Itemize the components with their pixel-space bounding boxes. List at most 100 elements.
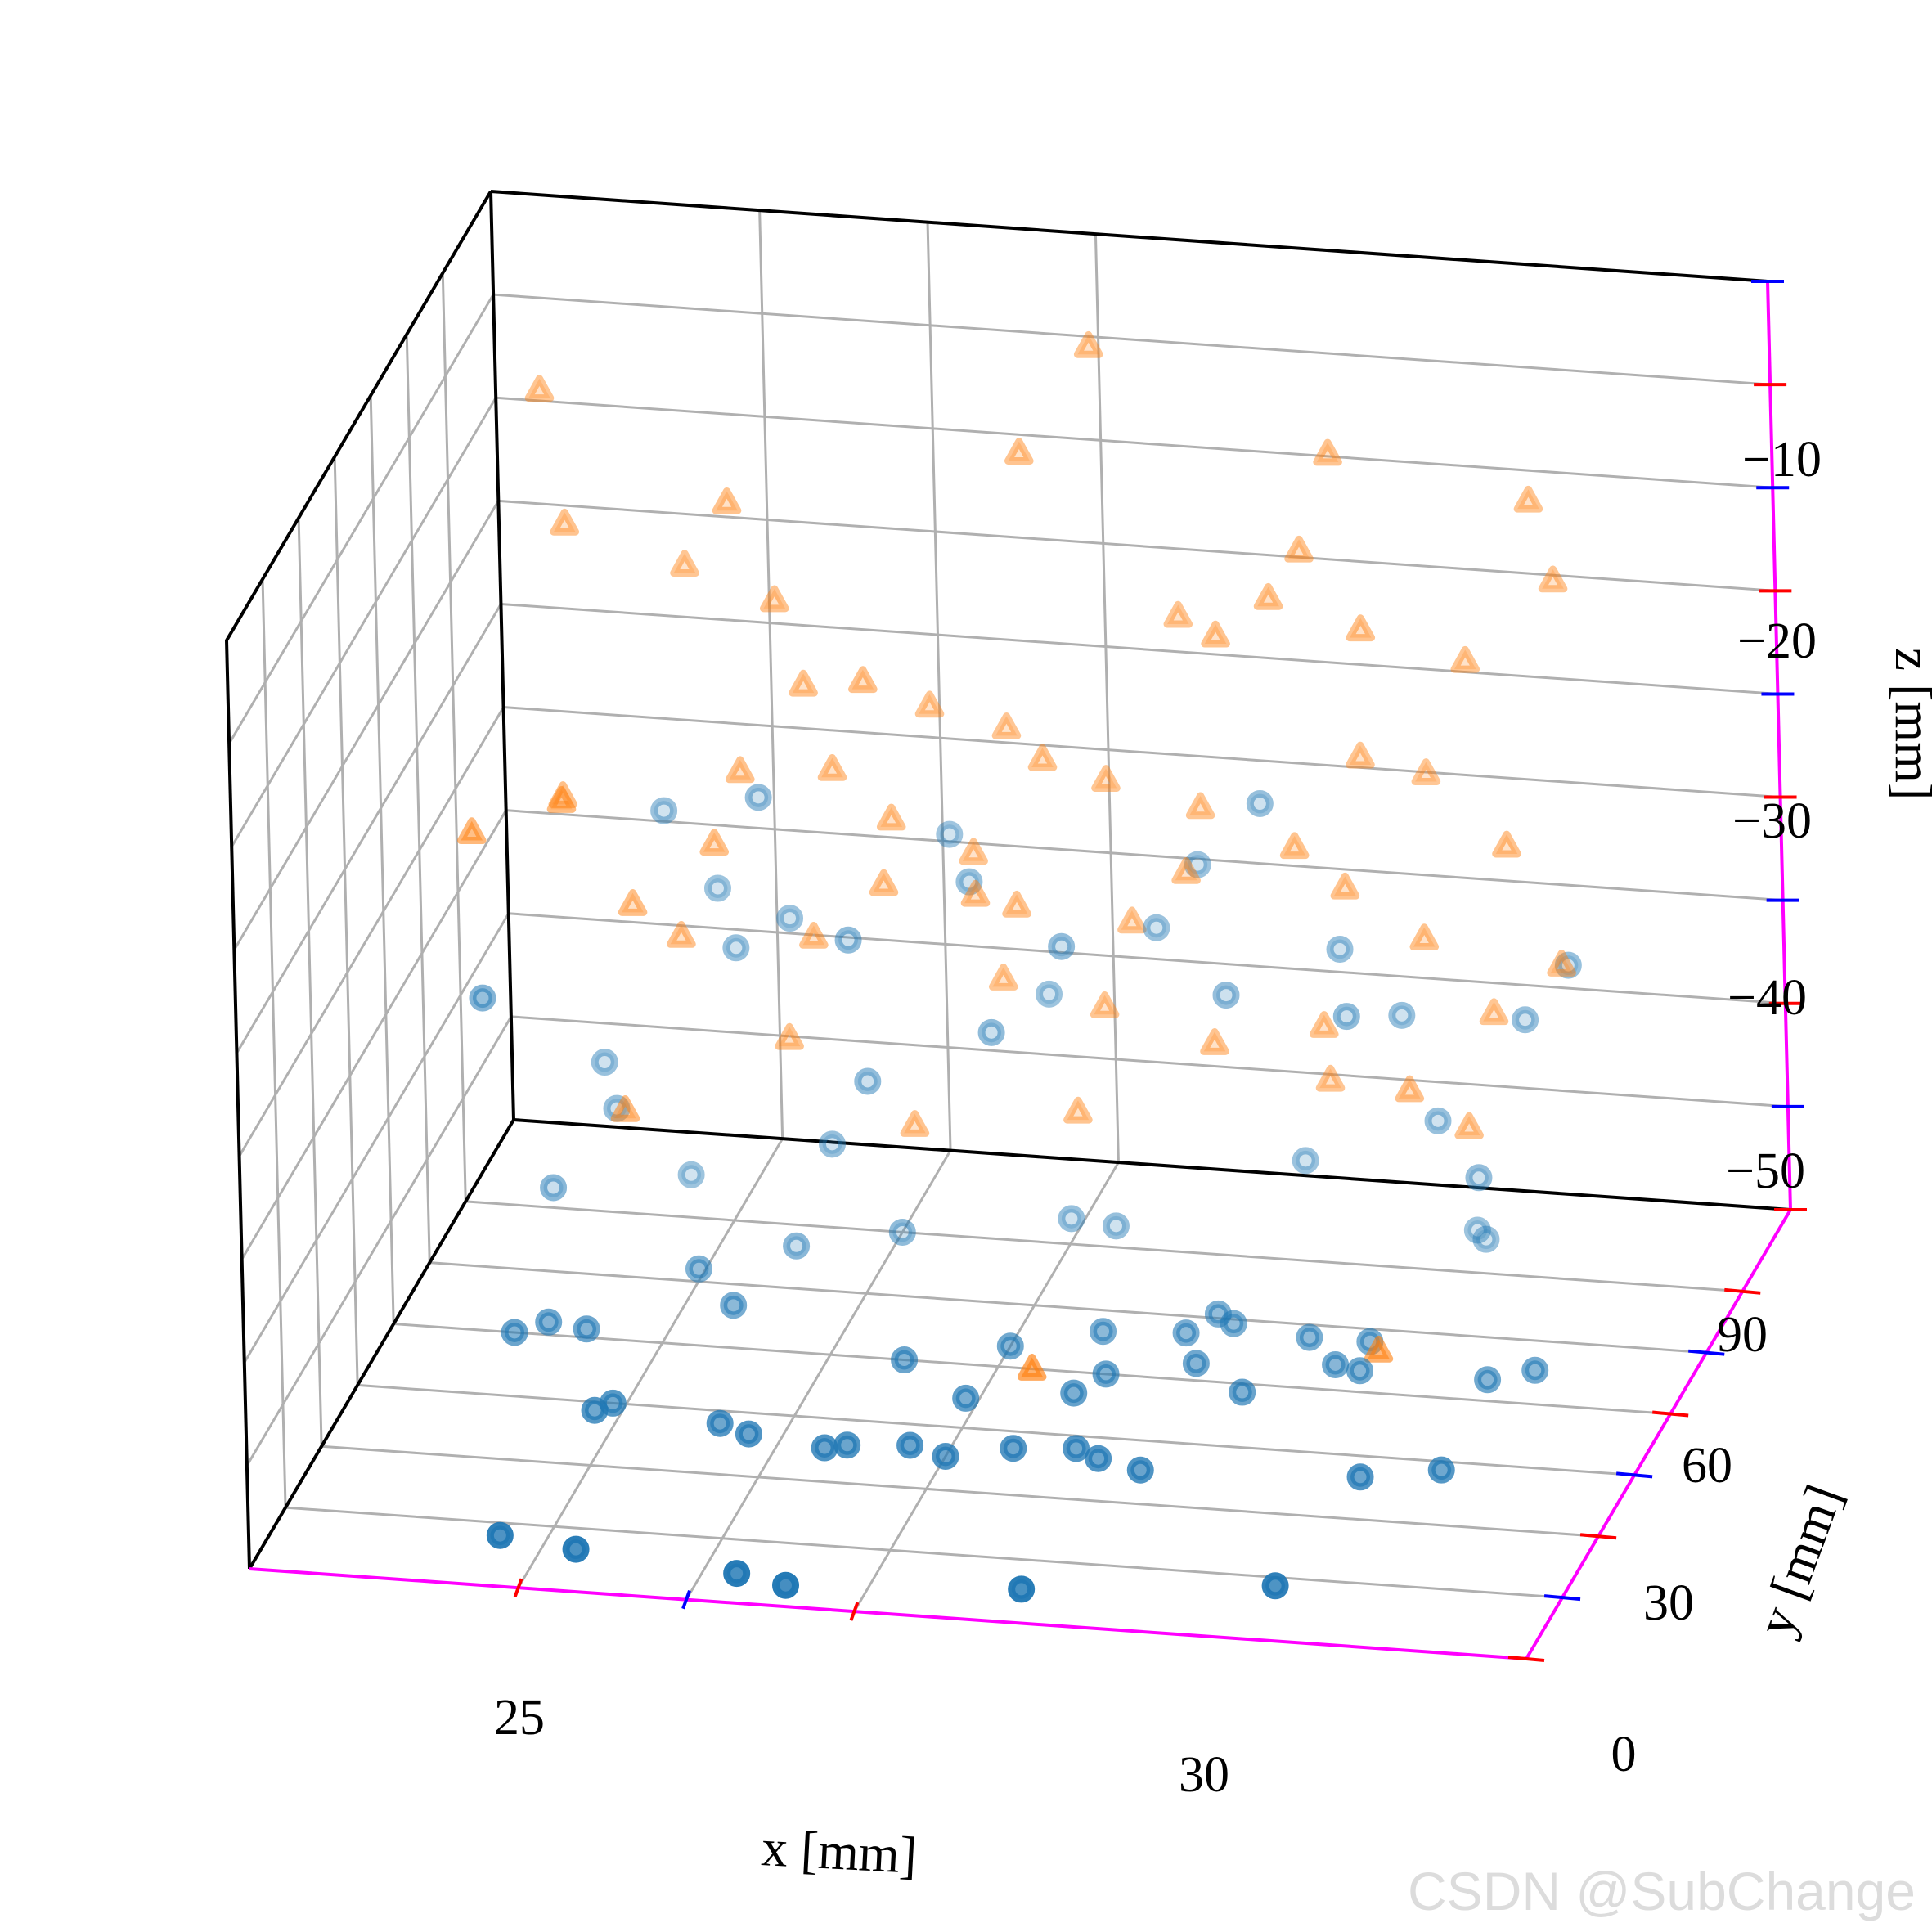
back-wall-grid-line-z <box>503 706 1781 799</box>
orange-triangle-point <box>1163 600 1193 628</box>
y-major-tick <box>1579 1533 1617 1540</box>
blue-circle-point <box>936 820 964 848</box>
orange-triangle-point <box>959 838 988 865</box>
orange-triangle-point <box>670 550 699 577</box>
blue-circle-point <box>540 1174 568 1202</box>
orange-triangle-point <box>550 508 580 536</box>
blue-circle-point <box>535 1308 563 1336</box>
orange-triangle-point <box>988 964 1018 991</box>
x-axis-line <box>249 1567 1527 1660</box>
orange-triangle-point <box>699 829 730 856</box>
orange-triangle-point <box>1073 330 1103 358</box>
orange-triangle-point <box>960 879 991 907</box>
orange-triangle-point <box>712 487 742 514</box>
floor-grid-line-y <box>429 1261 1707 1355</box>
x-axis-title: x [mm] <box>760 1818 919 1885</box>
blue-circle-point <box>1036 980 1063 1008</box>
orange-triangle-point <box>1450 645 1480 673</box>
left-wall-grid-line-z <box>233 500 500 951</box>
left-wall-grid-line-z <box>227 294 495 744</box>
blue-circle-point <box>722 934 750 962</box>
x-major-tick <box>513 1578 523 1597</box>
orange-triangle-point <box>1346 741 1375 769</box>
blue-circle-point <box>1424 1107 1452 1134</box>
blue-circle-point <box>1292 1147 1319 1175</box>
orange-triangle-point <box>524 375 555 402</box>
y-major-tick <box>1724 1287 1761 1295</box>
back-wall-grid-line-x <box>926 222 952 1151</box>
orange-triangle-point <box>1004 438 1034 465</box>
blue-circle-point <box>772 1571 800 1599</box>
orange-triangle-point <box>1091 765 1121 792</box>
blue-circle-point <box>1332 1003 1360 1031</box>
left-wall-grid-line-y <box>369 395 395 1324</box>
blue-circle-point <box>977 1018 1005 1046</box>
orange-triangle-point <box>1253 582 1283 610</box>
blue-circle-point <box>811 1434 838 1462</box>
y-major-tick <box>1652 1410 1689 1418</box>
orange-triangle-point <box>1330 872 1360 900</box>
y-major-tick <box>1507 1656 1545 1662</box>
orange-triangle-point <box>1492 830 1521 858</box>
blue-circle-point <box>1090 1318 1117 1346</box>
blue-circle-point <box>854 1067 882 1095</box>
orange-triangle-point <box>1346 614 1376 642</box>
blue-circle-point <box>1521 1356 1549 1384</box>
blue-circle-point <box>1085 1445 1112 1472</box>
orange-triangle-point <box>1171 856 1201 884</box>
orange-triangle-point <box>848 666 878 694</box>
blue-circle-point <box>1184 851 1211 878</box>
blue-circle-point <box>685 1255 712 1283</box>
orange-triangle-point <box>1017 1354 1047 1381</box>
z-axis-title: z [mm] <box>1885 648 1932 801</box>
floor-grid-line-y <box>321 1445 1599 1538</box>
blue-circle-point <box>1346 1463 1374 1491</box>
blue-circle-point <box>720 1292 748 1319</box>
orange-triangle-point <box>618 889 648 916</box>
x-minor-tick <box>681 1589 691 1610</box>
blue-circle-point <box>1346 1357 1374 1385</box>
orange-triangle-point <box>1364 1335 1394 1363</box>
left-wall-grid-line-y <box>261 579 287 1508</box>
blue-circle-point <box>1465 1164 1493 1192</box>
back-wall-grid-line-z <box>505 809 1783 902</box>
blue-circle-point <box>776 905 804 932</box>
blue-circle-point <box>1058 1205 1085 1233</box>
blue-circle-point <box>888 1218 916 1246</box>
frame-layer <box>225 190 1791 1570</box>
blue-circle-point <box>952 1384 980 1412</box>
orange-triangle-point <box>759 585 789 613</box>
blue-circle-point <box>591 1049 618 1076</box>
y-minor-tick <box>1543 1594 1581 1602</box>
orange-triangle-point <box>725 756 755 784</box>
x-tick-label-30: 30 <box>1179 1747 1229 1803</box>
orange-triangle-point <box>1185 792 1215 820</box>
blue-circle-point <box>834 926 862 954</box>
orange-triangle-point <box>546 786 577 813</box>
blue-circle-point <box>1472 1225 1500 1253</box>
x-tick-label-25: 25 <box>494 1690 545 1746</box>
axis-layer <box>249 280 1807 1662</box>
y-tick-label-60: 60 <box>1682 1438 1732 1494</box>
blue-circle-point <box>744 784 772 811</box>
blue-circle-point <box>650 797 678 824</box>
orange-triangle-point <box>1002 890 1031 918</box>
left-wall-grid-line-z <box>245 1016 513 1467</box>
blue-circle-point <box>703 874 731 902</box>
orange-triangle-point <box>1201 620 1230 648</box>
blue-circle-point <box>1063 1435 1090 1462</box>
orange-triangle-point <box>1315 1064 1346 1092</box>
orange-triangle-point <box>799 922 829 949</box>
blue-circle-point <box>1143 914 1170 941</box>
floor-grid-line-y <box>357 1383 1635 1476</box>
left-wall-grid-line-z <box>240 809 507 1260</box>
blue-circle-point <box>1102 1212 1130 1240</box>
orange-triangle-point <box>789 669 818 697</box>
orange-triangle-point <box>1395 1075 1425 1103</box>
y-minor-tick <box>1615 1471 1653 1479</box>
orange-triangle-point <box>1200 1028 1229 1055</box>
blue-circle-point <box>1000 1435 1027 1462</box>
blue-circle-point <box>501 1319 528 1346</box>
blue-circle-point <box>932 1442 959 1470</box>
